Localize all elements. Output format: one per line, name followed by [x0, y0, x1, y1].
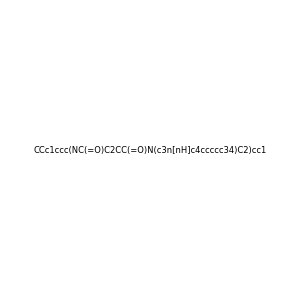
Text: CCc1ccc(NC(=O)C2CC(=O)N(c3n[nH]c4ccccc34)C2)cc1: CCc1ccc(NC(=O)C2CC(=O)N(c3n[nH]c4ccccc34…: [33, 146, 267, 154]
